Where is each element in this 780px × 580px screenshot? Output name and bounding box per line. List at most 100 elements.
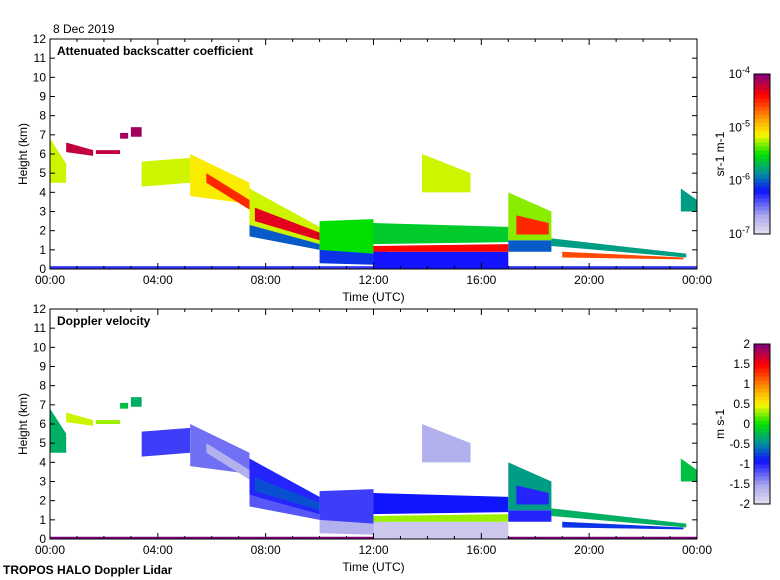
x-tick-label: 08:00: [251, 543, 281, 557]
colorbar-segment: [754, 464, 770, 469]
colorbar-segment: [754, 404, 770, 409]
colorbar-segment: [754, 214, 770, 219]
colorbar-segment: [754, 396, 770, 401]
colorbar-label: sr-1 m-1: [713, 131, 727, 176]
data-region: [680, 188, 697, 212]
data-region: [562, 521, 684, 530]
colorbar-segment: [754, 368, 770, 373]
colorbar-segment: [754, 186, 770, 191]
colorbar-segment: [754, 142, 770, 147]
colorbar-segment: [754, 182, 770, 187]
y-tick-label: 6: [39, 417, 46, 431]
colorbar-segment: [754, 110, 770, 115]
colorbar-segment: [754, 114, 770, 119]
y-tick-label: 4: [39, 455, 46, 469]
panel-backscatter: 00:00 04:00 08:00 12:00 16:00 20:00 00:0001234…: [16, 32, 771, 304]
colorbar-segment: [754, 460, 770, 465]
data-region: [130, 397, 142, 407]
y-tick-label: 3: [39, 475, 46, 489]
colorbar-segment: [754, 218, 770, 223]
colorbar-segment: [754, 348, 770, 353]
x-tick-label: 00:00: [682, 273, 712, 287]
colorbar-segment: [754, 484, 770, 489]
colorbar-segment: [754, 448, 770, 453]
data-region: [66, 412, 94, 426]
data-region: [50, 138, 67, 183]
colorbar-segment: [754, 344, 770, 349]
x-tick-label: 00:00: [35, 273, 65, 287]
data-region: [254, 207, 320, 241]
colorbar-segment: [754, 492, 770, 497]
x-tick-label: 04:00: [143, 543, 173, 557]
exponent: -5: [742, 118, 750, 128]
colorbar-tick-label: 10-4: [729, 65, 750, 81]
y-tick-label: 7: [39, 128, 46, 142]
colorbar-segment: [754, 170, 770, 175]
x-tick-label: 20:00: [574, 543, 604, 557]
colorbar-label: m s-1: [713, 409, 727, 439]
data-region: [373, 223, 509, 245]
y-tick-label: 2: [39, 224, 46, 238]
colorbar-segment: [754, 174, 770, 179]
data-region: [508, 510, 552, 522]
colorbar-tick-label: -1: [739, 457, 750, 471]
data-region: [206, 443, 250, 480]
x-tick-label: 00:00: [35, 543, 65, 557]
data-region: [319, 249, 387, 266]
colorbar-segment: [754, 158, 770, 163]
colorbar-segment: [754, 126, 770, 131]
data-region: [551, 508, 687, 528]
colorbar-segment: [754, 424, 770, 429]
x-tick-label: 12:00: [358, 273, 388, 287]
colorbar-segment: [754, 380, 770, 385]
colorbar-segment: [754, 360, 770, 365]
x-tick-label: 16:00: [466, 273, 496, 287]
y-axis-label: Height (km): [16, 393, 30, 455]
y-tick-label: 10: [33, 340, 47, 354]
data-region: [319, 219, 374, 254]
data-region: [422, 424, 471, 463]
panel-doppler: 00:00 04:00 08:00 12:00 16:00 20:00 00:0001234…: [16, 302, 771, 574]
exponent: -7: [742, 225, 750, 235]
colorbar-segment: [754, 230, 770, 235]
y-tick-label: 3: [39, 205, 46, 219]
y-tick-label: 1: [39, 243, 46, 257]
data-region: [120, 132, 129, 139]
data-region: [130, 127, 142, 137]
colorbar-tick-label: -0.5: [729, 437, 750, 451]
data-region: [373, 493, 509, 515]
data-region: [319, 519, 387, 536]
colorbar-segment: [754, 190, 770, 195]
colorbar-segment: [754, 198, 770, 203]
colorbar-segment: [754, 352, 770, 357]
data-region: [516, 215, 549, 235]
colorbar-segment: [754, 496, 770, 501]
data-region: [206, 173, 250, 210]
data-region: [141, 427, 191, 457]
colorbar-tick-label: 0.5: [733, 397, 750, 411]
colorbar-segment: [754, 146, 770, 151]
data-region: [680, 458, 697, 482]
colorbar-segment: [754, 408, 770, 413]
colorbar-segment: [754, 210, 770, 215]
colorbar-tick-label: 2: [743, 337, 750, 351]
colorbar-segment: [754, 102, 770, 107]
data-region: [422, 154, 471, 193]
colorbar-segment: [754, 222, 770, 227]
colorbar-segment: [754, 500, 770, 505]
data-region: [120, 402, 129, 409]
panel-title: Attenuated backscatter coefficient: [57, 44, 253, 58]
y-tick-label: 12: [33, 302, 47, 316]
colorbar-segment: [754, 388, 770, 393]
x-tick-label: 04:00: [143, 273, 173, 287]
data-region: [249, 224, 320, 250]
colorbar-tick-label: 0: [743, 417, 750, 431]
data-region: [373, 244, 509, 252]
colorbar-segment: [754, 436, 770, 441]
colorbar-segment: [754, 206, 770, 211]
x-tick-label: 00:00: [682, 543, 712, 557]
data-region: [50, 408, 67, 453]
y-tick-label: 9: [39, 90, 46, 104]
colorbar-segment: [754, 106, 770, 111]
